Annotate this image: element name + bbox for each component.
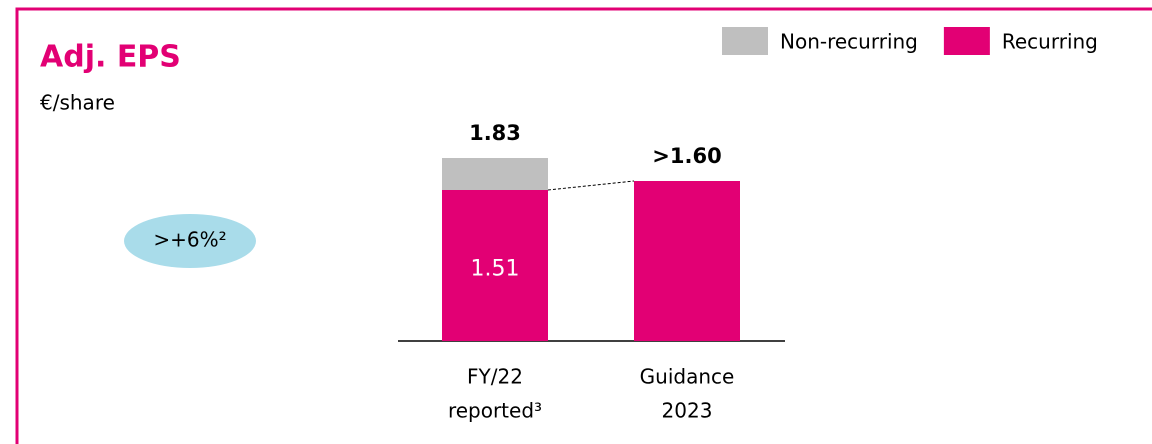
bar-segment (442, 190, 548, 341)
bar-segment (442, 158, 548, 190)
total-label: 1.83 (469, 121, 521, 145)
x-tick-label: reported³ (448, 399, 542, 423)
x-tick-label: FY/22 (467, 365, 523, 389)
chart-subtitle: €/share (40, 91, 115, 115)
growth-bubble (124, 214, 256, 268)
legend-label: Non-recurring (780, 30, 918, 54)
legend-label: Recurring (1002, 30, 1098, 54)
total-label: >1.60 (652, 144, 721, 168)
frame (15, 7, 1152, 444)
connector (547, 180, 635, 191)
bar-segment (634, 181, 740, 341)
legend-swatch (943, 27, 990, 55)
growth-annotation: >+6%² (153, 228, 226, 252)
value-label: 1.51 (471, 257, 520, 282)
x-tick-label: Guidance (640, 365, 735, 389)
legend-swatch (722, 27, 768, 55)
chart-title: Adj. EPS (40, 40, 181, 75)
x-tick-label: 2023 (662, 399, 713, 423)
